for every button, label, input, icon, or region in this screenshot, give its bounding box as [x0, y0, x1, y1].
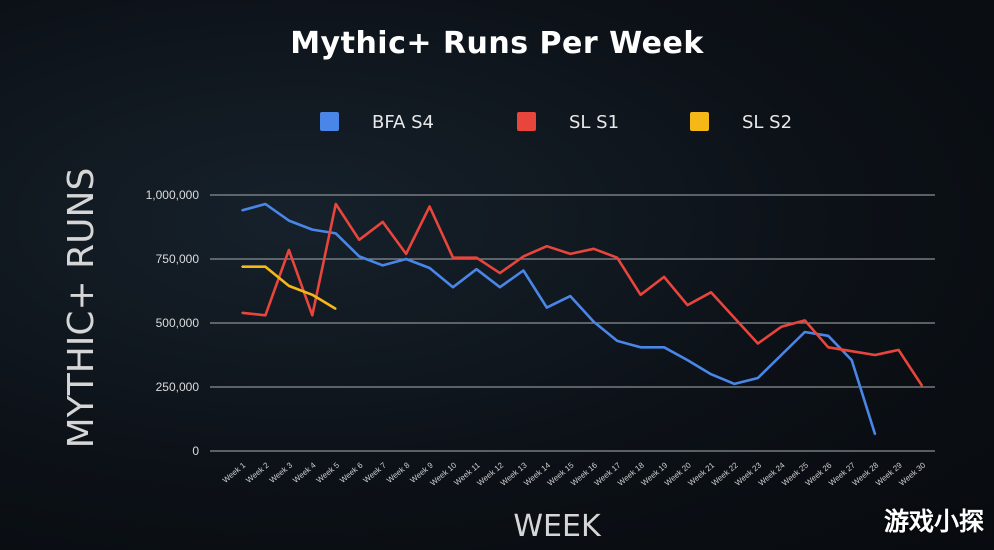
x-tick-label: Week 7	[362, 460, 389, 485]
data-point	[803, 319, 806, 322]
data-point	[733, 383, 736, 385]
data-point	[522, 255, 525, 258]
data-point	[264, 203, 267, 205]
data-point	[921, 384, 923, 387]
data-point	[569, 295, 572, 297]
data-point	[592, 247, 595, 250]
x-tick-label: Week 3	[268, 460, 295, 485]
data-point	[334, 232, 337, 235]
data-point	[334, 203, 337, 205]
legend-label: SL S2	[742, 112, 792, 133]
data-point	[381, 264, 384, 267]
data-point	[897, 349, 900, 351]
data-point	[686, 304, 689, 306]
data-point	[288, 249, 290, 251]
data-point	[381, 221, 384, 223]
data-point	[733, 317, 736, 319]
data-point	[663, 346, 665, 349]
data-point	[405, 253, 407, 255]
y-axis-ticks: 0 250,000 500,000 750,000 1,000,000	[146, 188, 200, 458]
data-point	[874, 433, 876, 436]
chart-title: Mythic+ Runs Per Week	[290, 26, 704, 61]
data-point	[850, 350, 853, 352]
data-point	[475, 256, 478, 259]
data-point	[874, 354, 876, 356]
legend-label: SL S1	[569, 112, 619, 133]
y-axis-title: MYTHIC+ RUNS	[61, 168, 102, 449]
x-tick-label: Week 2	[244, 460, 271, 485]
legend: BFA S4 SL S1 SL S2	[320, 112, 792, 133]
data-point	[264, 265, 267, 268]
x-tick-label: Week 30	[897, 460, 927, 487]
data-point	[358, 255, 361, 258]
data-point	[616, 256, 618, 259]
data-point	[311, 228, 314, 231]
data-point	[710, 373, 712, 376]
x-tick-label: Week 1	[221, 460, 248, 485]
legend-swatch	[320, 112, 339, 131]
data-point	[334, 308, 337, 310]
x-tick-label: Week 4	[291, 460, 318, 485]
data-point	[546, 306, 548, 309]
series-line-2	[241, 202, 924, 387]
data-point	[452, 286, 454, 288]
data-point	[757, 342, 759, 345]
data-point	[311, 314, 314, 317]
data-point	[827, 335, 830, 337]
data-point	[358, 239, 361, 241]
y-tick-label: 1,000,000	[146, 188, 200, 202]
data-point	[780, 354, 783, 356]
x-tick-label: Week 8	[385, 460, 412, 485]
data-point	[710, 291, 712, 294]
data-point	[311, 294, 314, 296]
legend-label: BFA S4	[372, 112, 434, 133]
data-point	[639, 294, 642, 296]
data-point	[499, 272, 501, 274]
data-point	[569, 253, 572, 255]
y-tick-label: 500,000	[156, 316, 200, 330]
data-point	[452, 256, 454, 259]
data-point	[241, 209, 243, 212]
series-line-1	[241, 202, 877, 435]
series-lines	[241, 202, 924, 436]
data-point	[686, 359, 689, 361]
data-point	[592, 320, 595, 323]
data-point	[639, 346, 642, 349]
data-point	[428, 267, 431, 269]
data-point	[522, 269, 525, 272]
x-tick-label: Week 5	[315, 460, 342, 485]
data-point	[241, 265, 243, 268]
data-point	[827, 346, 830, 349]
data-point	[288, 219, 290, 222]
data-point	[803, 331, 806, 333]
data-point	[475, 268, 478, 271]
y-tick-label: 250,000	[156, 380, 200, 394]
y-tick-label: 0	[192, 444, 199, 458]
legend-swatch	[517, 112, 536, 131]
data-point	[616, 340, 618, 342]
data-point	[288, 285, 290, 287]
data-point	[757, 377, 759, 379]
x-axis-title: WEEK	[513, 509, 602, 544]
data-point	[405, 258, 407, 260]
data-point	[780, 326, 783, 328]
y-tick-label: 750,000	[156, 252, 200, 266]
data-point	[663, 276, 665, 278]
gridlines	[210, 194, 935, 452]
watermark-text: 游戏小探	[883, 507, 984, 536]
data-point	[546, 245, 548, 247]
data-point	[264, 314, 267, 317]
data-point	[241, 311, 243, 314]
x-tick-label: Week 6	[338, 460, 365, 485]
data-point	[499, 286, 501, 288]
data-point	[850, 359, 853, 361]
legend-swatch	[690, 112, 709, 131]
data-point	[428, 205, 431, 208]
